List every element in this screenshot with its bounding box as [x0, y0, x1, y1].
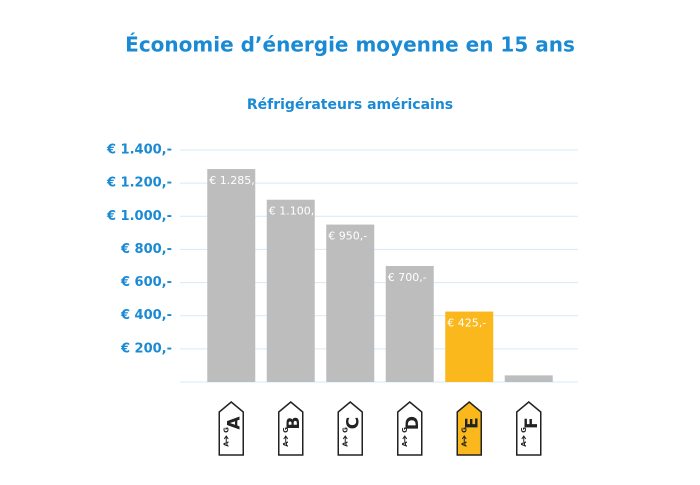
- energy-tag: D A G: [397, 401, 423, 456]
- tag-scale-from: A: [401, 441, 409, 447]
- tag-scale-to: G: [520, 427, 528, 433]
- y-tick-label: € 600,-: [120, 275, 172, 290]
- energy-tag: E A G: [456, 401, 482, 456]
- x-tick-label: E: [462, 417, 482, 429]
- tag-scale-arrow: [461, 435, 467, 442]
- tag-shape: [516, 401, 542, 456]
- tag-shape: [456, 401, 482, 456]
- y-tick-label: € 1.400,-: [106, 143, 172, 158]
- tag-scale-arrow: [521, 435, 527, 442]
- chart-title: Économie d’énergie moyenne en 15 ans: [125, 33, 575, 57]
- value-label: € 700,-: [388, 271, 427, 284]
- tag-shape: [397, 401, 423, 456]
- value-label: € 425,-: [447, 317, 486, 330]
- x-tick-label: F: [522, 417, 542, 429]
- tag-scale-arrow: [402, 435, 408, 442]
- tag-scale-from: A: [520, 441, 528, 447]
- y-tick-label: € 400,-: [120, 308, 172, 323]
- tag-scale-to: G: [341, 427, 349, 433]
- bar: [385, 266, 434, 382]
- tag-scale-to: G: [282, 427, 290, 433]
- tag-shape: [337, 401, 363, 456]
- energy-tag: C A G: [337, 401, 363, 456]
- value-label: € 1.100,-: [269, 205, 318, 218]
- tag-scale-arrow: [342, 435, 348, 442]
- bar: [504, 375, 553, 382]
- tag-scale-arrow: [223, 435, 229, 442]
- x-tick-label: D: [403, 416, 423, 430]
- bar: [207, 169, 256, 382]
- tag-scale-arrow: [283, 435, 289, 442]
- tag-scale-to: G: [222, 427, 230, 433]
- tag-scale-from: A: [222, 441, 230, 447]
- chart-subtitle: Réfrigérateurs américains: [247, 97, 453, 113]
- y-tick-label: € 800,-: [120, 242, 172, 257]
- x-tick-label: B: [284, 417, 304, 430]
- tag-shape: [278, 401, 304, 456]
- tag-scale-to: G: [460, 427, 468, 433]
- energy-tag: F A G: [516, 401, 542, 456]
- value-label: € 1.285,-: [209, 174, 258, 187]
- x-tick-label: C: [343, 417, 363, 429]
- x-tick-label: A: [224, 416, 244, 430]
- energy-tag: B A G: [278, 401, 304, 456]
- bar: [266, 199, 315, 382]
- y-tick-label: € 1.000,-: [106, 209, 172, 224]
- tag-scale-from: A: [341, 441, 349, 447]
- bar: [445, 311, 494, 382]
- tag-scale-from: A: [282, 441, 290, 447]
- y-tick-label: € 1.200,-: [106, 176, 172, 191]
- tag-scale-from: A: [460, 441, 468, 447]
- bar: [326, 224, 375, 382]
- tag-shape: [218, 401, 244, 456]
- tag-scale-to: G: [401, 427, 409, 433]
- energy-tag: AAG: [218, 401, 244, 456]
- value-label: € 950,-: [328, 230, 367, 243]
- y-tick-label: € 200,-: [120, 341, 172, 356]
